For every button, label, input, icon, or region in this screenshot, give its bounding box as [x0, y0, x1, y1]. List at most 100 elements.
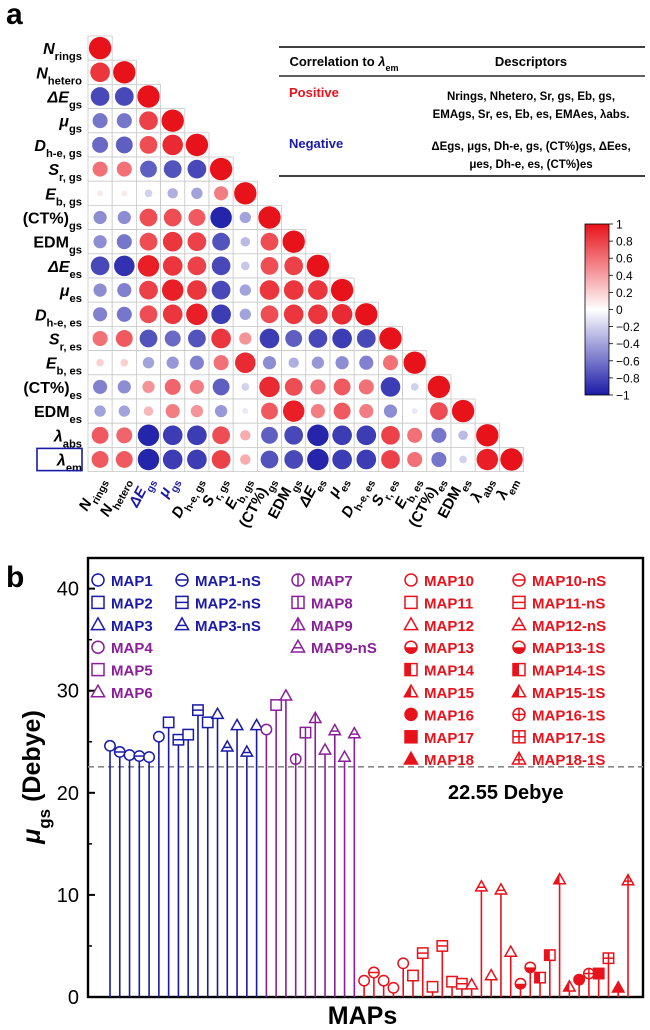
correlation-table: Correlation to λem Descriptors Positive Nri…	[279, 46, 645, 177]
correlation-dot	[242, 408, 249, 415]
correlation-dot	[162, 425, 183, 446]
marker-square	[446, 975, 459, 988]
row-label: EDMes	[34, 404, 82, 426]
correlation-dot	[332, 328, 352, 349]
correlation-dot	[307, 424, 329, 447]
marker-half-fill	[405, 663, 411, 676]
correlation-dot	[430, 402, 448, 420]
marker-square	[162, 716, 175, 729]
correlation-dot	[90, 256, 110, 276]
correlation-dot	[142, 357, 155, 369]
correlation-dot	[213, 355, 229, 371]
correlation-dot	[355, 303, 378, 326]
correlation-dot	[283, 304, 304, 325]
colorbar-tick-label: 1	[616, 218, 623, 232]
legend-label: MAP18	[424, 752, 474, 769]
correlation-dot	[189, 379, 204, 394]
correlation-dot	[164, 330, 181, 347]
correlation-dot	[116, 161, 132, 177]
correlation-dot	[187, 280, 207, 300]
marker-triangle	[210, 706, 225, 720]
legend-label: MAP18-1S	[532, 752, 605, 769]
correlation-dot	[241, 383, 250, 391]
legend-label: MAP9-nS	[311, 640, 377, 657]
column-label: ΔEes	[295, 473, 330, 512]
marker-triangle	[493, 882, 508, 895]
correlation-dot	[187, 159, 207, 179]
correlation-dot	[93, 379, 108, 394]
marker-half-fill	[553, 873, 560, 884]
y-tick-label: 40	[57, 579, 79, 601]
correlation-dot	[282, 230, 305, 253]
correlation-dot	[121, 190, 128, 197]
positive-label: Positive	[289, 85, 339, 100]
correlation-dot	[259, 328, 280, 349]
correlation-dot	[142, 380, 155, 394]
correlation-dot	[356, 449, 377, 470]
row-label: Eb, es	[46, 356, 82, 378]
correlation-dot	[90, 87, 110, 106]
correlation-dot	[91, 426, 109, 444]
correlation-dot	[212, 232, 231, 251]
correlation-dot	[308, 304, 328, 325]
correlation-dot	[94, 405, 106, 417]
marker-circle	[404, 573, 418, 587]
correlation-dot	[139, 208, 158, 227]
correlation-dot	[381, 425, 400, 445]
correlation-dot	[162, 231, 183, 252]
correlation-dot	[211, 450, 231, 469]
correlation-dot	[331, 304, 353, 325]
correlation-dot	[382, 355, 399, 371]
correlation-dot	[260, 232, 279, 251]
correlation-dot	[93, 307, 108, 322]
correlation-dot	[282, 400, 305, 422]
correlation-dot	[187, 256, 207, 276]
row-label: μes	[59, 283, 82, 305]
positive-descriptors-line1: Nrings, Nhetero, Sr, gs, Eb, gs,	[447, 91, 615, 103]
marker-triangle	[503, 944, 518, 957]
reference-label: 22.55 Debye	[448, 782, 564, 804]
marker-triangle	[347, 726, 362, 739]
legend-label: MAP12-nS	[532, 618, 606, 635]
correlation-dot	[188, 329, 206, 348]
legend-label: MAP17	[424, 730, 474, 747]
marker-square	[592, 967, 605, 980]
correlation-dot	[356, 329, 376, 348]
dipole-moment-chart: 0 10 20 30 40 μgs (Debye) MAPs 22.55 Debye MAP1 M…	[18, 556, 645, 1030]
correlation-dot	[161, 279, 184, 301]
correlation-dot	[261, 402, 278, 420]
correlation-dot	[458, 430, 468, 441]
correlation-dot	[239, 308, 251, 320]
correlation-dot	[165, 404, 180, 419]
column-label: λem	[493, 473, 524, 505]
correlation-dot	[139, 305, 158, 324]
row-label: Sr, gs	[48, 162, 82, 184]
correlation-dot	[211, 328, 231, 349]
correlation-dot	[239, 332, 252, 345]
marker-circle	[387, 981, 400, 994]
correlation-dot	[137, 448, 160, 471]
legend-label: MAP11	[424, 595, 473, 612]
marker-triangle	[403, 616, 419, 631]
row-label: Dh-e, es	[35, 307, 82, 329]
marker-triangle	[174, 616, 190, 631]
heatmap-cell	[87, 374, 113, 400]
correlation-dot	[93, 235, 107, 249]
y-tick-label: 20	[57, 783, 79, 805]
correlation-dot	[261, 426, 278, 444]
marker-triangle	[90, 616, 106, 631]
correlation-dot	[212, 378, 230, 396]
marker-square	[91, 662, 105, 677]
marker-triangle	[511, 616, 527, 631]
correlation-dot	[162, 304, 183, 325]
correlation-dot	[476, 424, 499, 447]
marker-triangle	[464, 977, 479, 990]
colorbar-tick-label: 0.6	[616, 252, 633, 266]
correlation-dot	[310, 404, 325, 419]
correlation-dot	[116, 234, 132, 250]
correlation-dot	[308, 329, 328, 348]
legend-label: MAP1-nS	[195, 573, 261, 590]
correlation-dot	[117, 210, 131, 225]
legend-label: MAP2	[111, 595, 153, 612]
